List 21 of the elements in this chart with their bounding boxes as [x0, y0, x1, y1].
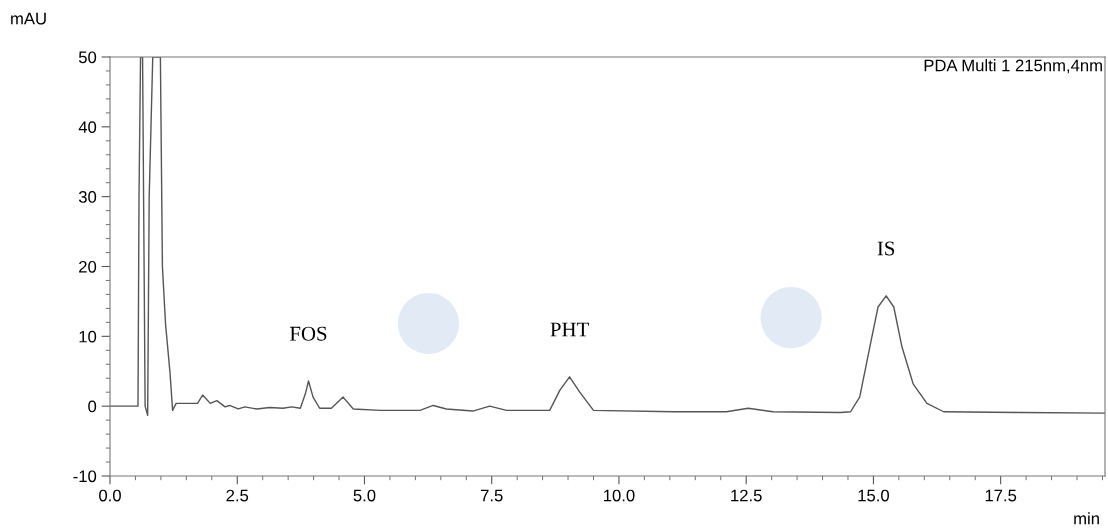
y-tick-label: 10	[79, 330, 97, 343]
annotation: PDA Multi 1 215nm,4nm	[924, 59, 1102, 74]
annotation: FOS	[289, 326, 327, 341]
y-tick-label: 0	[88, 400, 97, 413]
y-tick-label: 30	[78, 191, 97, 203]
x-tick-label: 10.0	[604, 489, 635, 502]
y-tick-label: -10	[73, 470, 97, 483]
x-tick-label: 2.5	[226, 489, 249, 502]
x-tick-label: 17.5	[985, 489, 1017, 502]
x-axis-title: min	[1074, 512, 1099, 525]
y-axis-title: mAU	[11, 12, 46, 25]
y-tick-label: 40	[78, 121, 97, 134]
y-tick-label: 20	[79, 260, 97, 273]
annotation: PHT	[550, 322, 589, 337]
x-tick-label: 12.5	[731, 489, 762, 502]
x-tick-label: 5.0	[353, 489, 376, 502]
x-tick-label: 0.0	[99, 489, 121, 502]
x-tick-label: 15.0	[858, 489, 889, 502]
y-tick-label: 50	[78, 51, 97, 64]
annotation: IS	[877, 241, 895, 256]
x-tick-label: 7.5	[480, 489, 503, 502]
